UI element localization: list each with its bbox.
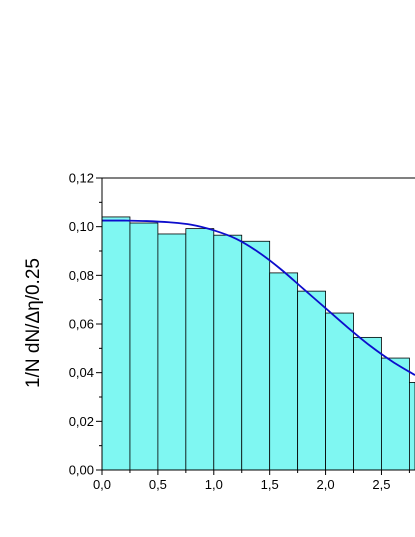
y-tick-label: 0,08 — [69, 268, 94, 283]
histogram-bar-6 — [269, 272, 299, 471]
y-tick-label: 0,06 — [69, 317, 94, 332]
x-tick-label: 0,5 — [149, 477, 167, 492]
histogram-bar-1 — [129, 222, 159, 471]
x-tick-label: 1,5 — [261, 477, 279, 492]
histogram-bar-7 — [297, 290, 326, 471]
histogram-bar-11 — [409, 381, 415, 471]
y-tick-label: 0,04 — [69, 365, 94, 380]
axes — [96, 177, 415, 475]
histogram-bar-10 — [381, 357, 410, 471]
x-tick-label: 2,5 — [372, 477, 390, 492]
histogram-bar-8 — [325, 312, 354, 471]
x-tick-label: 1,0 — [205, 477, 223, 492]
histogram-bar-2 — [157, 233, 187, 471]
x-tick-label: 2,0 — [317, 477, 335, 492]
y-tick-label: 0,12 — [69, 171, 94, 186]
histogram-bar-4 — [213, 234, 243, 471]
histogram-bar-0 — [101, 216, 131, 471]
fit-curve — [101, 219, 415, 376]
histogram-bar-3 — [185, 228, 215, 471]
tick-labels: 0,00 0,02 0,04 0,06 0,08 0,10 0,12 0,0 0,5 1,0 1,5… — [69, 171, 391, 493]
y-axis-label: 1/N dN/Δη/0.25 — [23, 258, 44, 388]
y-tick-label: 0,00 — [69, 463, 94, 478]
fit-curve-layer — [101, 219, 415, 376]
y-tick-label: 0,10 — [69, 219, 94, 234]
y-tick-label: 0,02 — [69, 414, 94, 429]
histogram-bars — [101, 216, 415, 471]
x-tick-label: 0,0 — [93, 477, 111, 492]
histogram-bar-5 — [241, 240, 271, 471]
histogram-bar-9 — [353, 336, 382, 471]
